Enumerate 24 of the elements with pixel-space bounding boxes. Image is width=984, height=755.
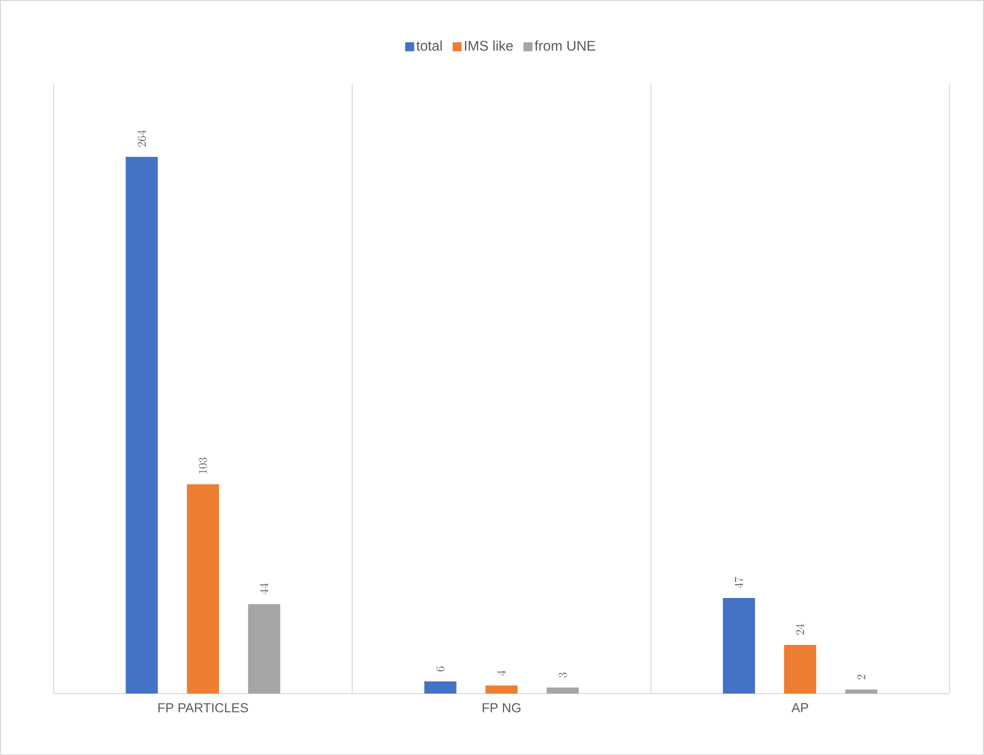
bar xyxy=(722,598,755,694)
data-label: 264 xyxy=(138,130,146,147)
data-label: 6 xyxy=(436,666,444,672)
bar xyxy=(546,687,579,694)
bar xyxy=(248,604,280,694)
x-tick-label: FP PARTICLES xyxy=(158,703,248,712)
x-tick-label: AP xyxy=(791,703,808,712)
bar xyxy=(784,644,816,694)
data-label: 4 xyxy=(497,670,506,676)
bar xyxy=(126,156,158,694)
data-label: 44 xyxy=(260,583,268,594)
x-tick-label: FP NG xyxy=(482,703,520,712)
data-label: 3 xyxy=(558,672,567,678)
legend-label: from UNE xyxy=(534,40,596,51)
data-label: 2 xyxy=(857,674,866,680)
data-label: 24 xyxy=(796,624,804,635)
bar xyxy=(424,681,456,694)
bar xyxy=(485,685,518,694)
bar xyxy=(845,689,878,694)
bar xyxy=(186,484,220,694)
data-label: 103 xyxy=(198,457,208,474)
data-label: 47 xyxy=(734,576,744,588)
legend-label: total xyxy=(416,40,442,51)
legend-label: IMS like xyxy=(464,40,513,51)
